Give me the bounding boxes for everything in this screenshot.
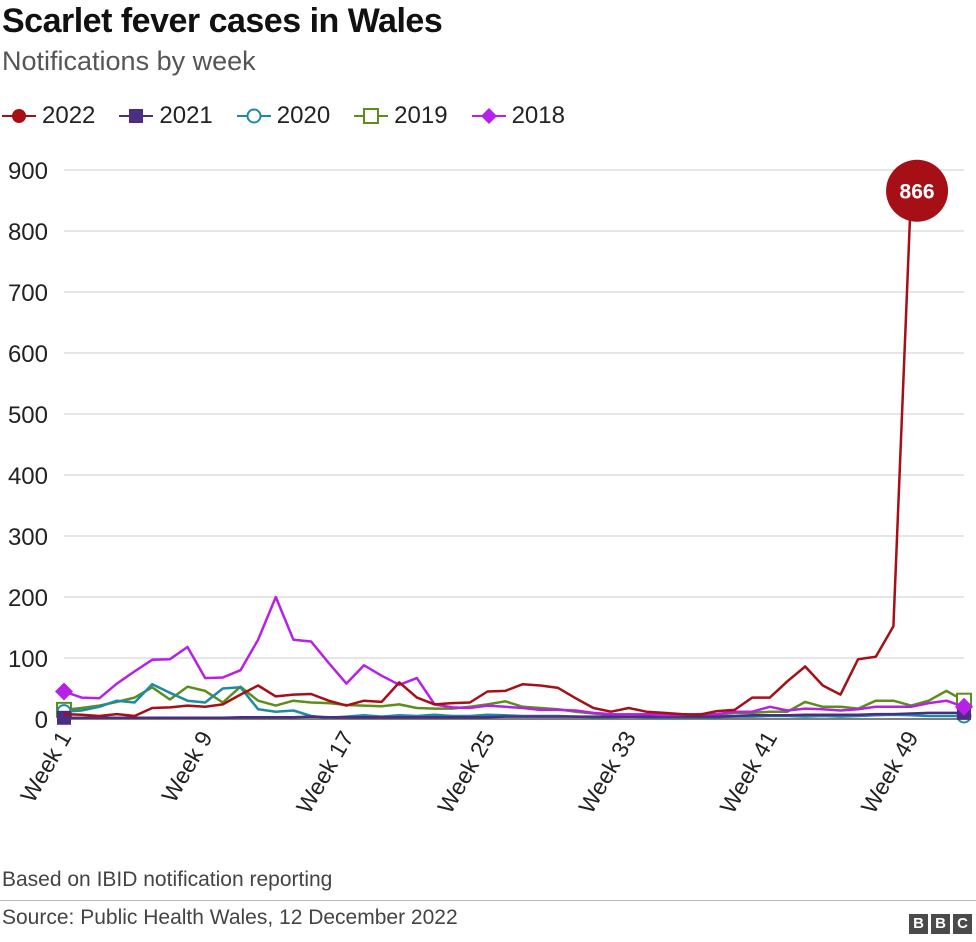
y-tick-label: 800 — [8, 219, 48, 246]
footer-divider — [0, 900, 976, 901]
y-tick-label: 200 — [8, 585, 48, 612]
legend-item-2020: 2020 — [236, 102, 331, 130]
x-tick-label: Week 33 — [573, 727, 641, 818]
legend-label-2021: 2021 — [159, 102, 213, 129]
annotation-bubble — [886, 159, 949, 222]
x-axis-tick-labels: Week 1 Week 9 Week 17 Week 25 Week 33 Week 41… — [15, 727, 923, 818]
x-tick-label: Week 17 — [291, 727, 359, 818]
y-tick-label: 500 — [8, 402, 48, 429]
x-tick-label: Week 49 — [856, 727, 924, 818]
series-line-2021 — [64, 711, 964, 720]
x-tick-label: Week 25 — [432, 727, 500, 818]
legend-marker-diamond-icon — [471, 108, 506, 124]
legend: 2022 2021 2020 2019 2018 — [2, 102, 589, 130]
legend-marker-square-icon — [119, 109, 154, 123]
legend-item-2019: 2019 — [354, 102, 448, 130]
y-tick-label: 900 — [8, 158, 48, 185]
legend-marker-open-circle-icon — [236, 108, 271, 124]
bbc-logo: B B C — [906, 914, 972, 934]
series-end-marker-2018 — [955, 697, 973, 716]
bbc-logo-letter: B — [931, 914, 950, 934]
chart-subtitle: Notifications by week — [2, 46, 256, 76]
legend-item-2018: 2018 — [471, 102, 565, 130]
x-tick-label: Week 41 — [715, 727, 783, 818]
legend-marker-circle-icon — [2, 109, 36, 123]
series-line-2022 — [63, 190, 913, 718]
legend-item-2021: 2021 — [119, 102, 213, 130]
chart-source: Source: Public Health Wales, 12 December… — [2, 906, 458, 929]
legend-label-2018: 2018 — [511, 102, 565, 129]
series-start-marker-2021 — [57, 710, 71, 725]
series-line-2018 — [63, 595, 965, 717]
y-tick-label: 700 — [8, 280, 48, 307]
bbc-logo-letter: B — [909, 914, 928, 934]
legend-label-2022: 2022 — [42, 102, 96, 129]
annotations: 866 — [886, 159, 949, 222]
legend-item-2022: 2022 — [2, 102, 95, 130]
y-axis-tick-labels: 0 100 200 300 400 500 600 700 800 900 — [8, 158, 48, 734]
bbc-logo-letter: C — [953, 914, 972, 934]
annotation-value-label: 866 — [900, 181, 935, 204]
x-tick-label: Week 9 — [156, 727, 217, 807]
y-tick-label: 600 — [8, 341, 48, 368]
y-tick-label: 0 — [35, 707, 48, 734]
series-start-marker-2018 — [55, 682, 73, 701]
y-tick-label: 400 — [8, 463, 48, 490]
chart-title: Scarlet fever cases in Wales — [2, 2, 443, 40]
y-tick-label: 300 — [8, 524, 48, 551]
y-tick-label: 100 — [8, 646, 48, 673]
x-tick-label: Week 1 — [15, 727, 76, 807]
legend-label-2020: 2020 — [276, 102, 331, 129]
gridlines — [64, 169, 964, 720]
legend-marker-open-square-icon — [354, 108, 389, 124]
legend-label-2019: 2019 — [394, 102, 448, 129]
chart-footnote: Based on IBID notification reporting — [2, 868, 333, 891]
series-lines — [55, 190, 973, 725]
